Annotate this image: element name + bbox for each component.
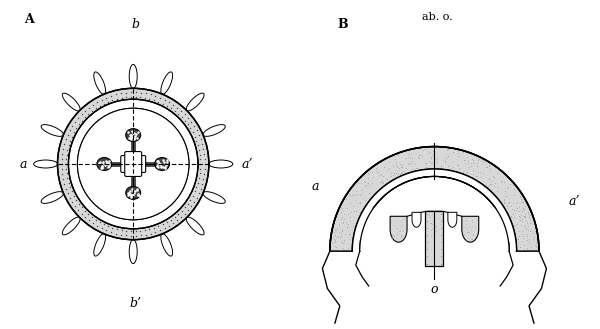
Ellipse shape bbox=[94, 72, 106, 94]
Text: a: a bbox=[20, 158, 28, 170]
Polygon shape bbox=[425, 211, 443, 266]
Text: ab. o.: ab. o. bbox=[422, 12, 452, 22]
Text: A: A bbox=[24, 13, 34, 26]
Ellipse shape bbox=[62, 217, 80, 235]
Polygon shape bbox=[79, 157, 188, 171]
Ellipse shape bbox=[186, 93, 204, 111]
Circle shape bbox=[77, 108, 189, 220]
Polygon shape bbox=[390, 216, 407, 242]
Ellipse shape bbox=[155, 158, 170, 170]
Polygon shape bbox=[330, 147, 539, 251]
Polygon shape bbox=[462, 216, 479, 242]
Text: o: o bbox=[431, 283, 438, 296]
Polygon shape bbox=[412, 212, 421, 227]
Ellipse shape bbox=[94, 234, 106, 256]
Polygon shape bbox=[448, 212, 457, 227]
Polygon shape bbox=[360, 175, 509, 251]
Ellipse shape bbox=[62, 93, 80, 111]
Text: B: B bbox=[337, 18, 347, 31]
Circle shape bbox=[68, 99, 198, 229]
Ellipse shape bbox=[34, 160, 58, 168]
Ellipse shape bbox=[41, 192, 64, 203]
Ellipse shape bbox=[161, 72, 173, 94]
Text: a: a bbox=[311, 180, 319, 193]
FancyBboxPatch shape bbox=[125, 152, 142, 176]
Polygon shape bbox=[352, 169, 517, 251]
Ellipse shape bbox=[41, 125, 64, 136]
Ellipse shape bbox=[97, 158, 112, 170]
FancyBboxPatch shape bbox=[121, 156, 146, 172]
Polygon shape bbox=[126, 109, 140, 219]
Ellipse shape bbox=[203, 125, 226, 136]
Text: b: b bbox=[131, 18, 140, 31]
Ellipse shape bbox=[126, 129, 140, 141]
Text: b’: b’ bbox=[130, 297, 142, 310]
Ellipse shape bbox=[126, 187, 140, 199]
Ellipse shape bbox=[129, 240, 137, 264]
Circle shape bbox=[77, 108, 189, 220]
Polygon shape bbox=[427, 211, 442, 239]
Ellipse shape bbox=[161, 234, 173, 256]
Ellipse shape bbox=[209, 160, 233, 168]
Ellipse shape bbox=[129, 64, 137, 88]
Ellipse shape bbox=[203, 192, 226, 203]
Ellipse shape bbox=[186, 217, 204, 235]
Text: a’: a’ bbox=[242, 158, 253, 170]
Text: a’: a’ bbox=[568, 195, 580, 208]
